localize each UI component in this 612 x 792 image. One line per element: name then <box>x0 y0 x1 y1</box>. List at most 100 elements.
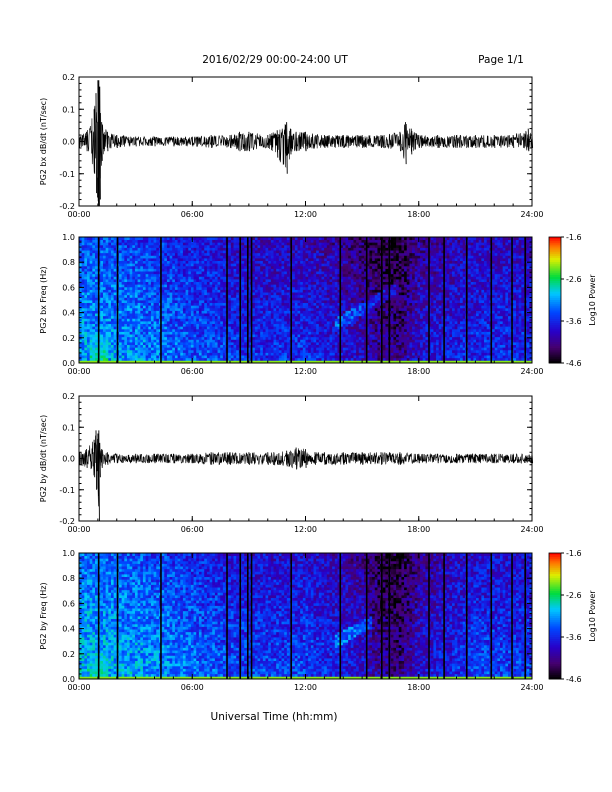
bx-spec-cell <box>94 255 99 259</box>
bx-spec-cell <box>334 344 338 348</box>
bx-spec-cell <box>196 355 200 359</box>
bx-spec-cell <box>142 247 147 251</box>
bx-spec-cell <box>134 328 139 332</box>
bx-spec-cell <box>329 292 333 296</box>
bx-spec-cell <box>332 300 336 304</box>
bx-spec-cell <box>292 271 296 275</box>
bx-spec-cell <box>257 313 261 317</box>
bx-spec-cell <box>84 297 88 301</box>
bx-spec-cell <box>286 237 290 241</box>
bx-spec-cell <box>206 294 210 298</box>
bx-spec-cell <box>188 263 192 267</box>
bx-spec-cell <box>126 286 131 290</box>
bx-spec-cell <box>110 250 115 254</box>
bx-spec-cell <box>236 347 240 351</box>
bx-spec-cell <box>321 323 325 327</box>
bx-spec-cell <box>281 289 285 293</box>
bx-spec-cell <box>254 250 258 254</box>
bx-spec-cell <box>113 352 117 356</box>
bx-spec-cell <box>286 300 290 304</box>
bx-spec-cell <box>140 237 144 241</box>
bx-spec-cell <box>156 323 160 327</box>
bx-spec-cell <box>142 237 147 241</box>
bx-spec-cell <box>121 263 125 267</box>
bx-spec-cell <box>121 284 125 288</box>
bx-spec-cell <box>204 339 208 343</box>
bx-spec-cell <box>142 339 147 343</box>
bx-spec-cell <box>212 273 216 277</box>
bx-spec-cell <box>166 328 170 332</box>
bx-spec-cell <box>345 242 349 246</box>
bx-spec-cell <box>190 300 194 304</box>
bx-spec-cell <box>316 297 320 301</box>
bx-spec-cell <box>241 258 245 262</box>
bx-spec-cell <box>273 268 277 272</box>
bx-spec-cell <box>300 263 304 267</box>
bx-spec-cell <box>308 273 312 277</box>
bx-spec-cell <box>334 326 338 330</box>
bx-spec-cell <box>262 321 266 325</box>
bx-spec-cell <box>308 334 312 338</box>
bx-spec-cell <box>92 260 96 264</box>
bx-spec-cell <box>140 336 144 340</box>
bx-spec-cell <box>273 252 277 256</box>
bx-spec-cell <box>156 315 160 319</box>
bx-spec-cell <box>209 349 213 353</box>
bx-spec-cell <box>161 344 165 348</box>
bx-spec-cell <box>188 258 192 262</box>
bx-spec-cell <box>174 292 178 296</box>
bx-spec-cell <box>102 242 107 246</box>
bx-spec-cell <box>305 321 309 325</box>
bx-spec-cell <box>81 284 85 288</box>
bx-spec-cell <box>313 242 317 246</box>
bx-spec-cell <box>134 276 139 280</box>
bx-spec-cell <box>241 344 245 348</box>
bx-spec-cell <box>230 318 234 322</box>
bx-spec-cell <box>161 289 165 293</box>
bx-spec-cell <box>222 252 226 256</box>
bx-spec-cell <box>305 265 309 269</box>
bx-spec-cell <box>198 360 202 364</box>
bx-spec-cell <box>300 313 304 317</box>
bx-spec-cell <box>193 268 197 272</box>
bx-spec-cell <box>334 336 338 340</box>
bx-spec-cell <box>174 281 178 285</box>
bx-spec-cell <box>164 328 168 332</box>
bx-spec-cell <box>108 244 112 248</box>
bx-spec-cell <box>278 336 282 340</box>
bx-spec-cell <box>148 292 152 296</box>
bx-spec-cell <box>286 258 290 262</box>
bx-spec-cell <box>337 297 341 301</box>
bx-spec-cell <box>345 237 349 241</box>
bx-spec-cell <box>302 252 306 256</box>
bx-spec-cell <box>124 334 128 338</box>
bx-spec-cell <box>140 242 144 246</box>
bx-spec-cell <box>345 255 349 259</box>
bx-spec-cell <box>334 239 338 243</box>
bx-spec-cell <box>196 271 200 275</box>
bx-spec-cell <box>332 279 336 283</box>
bx-spec-cell <box>220 342 224 346</box>
bx-spec-cell <box>94 334 99 338</box>
bx-spec-cell <box>230 271 234 275</box>
bx-spec-cell <box>145 321 149 325</box>
bx-spec-cell <box>86 289 91 293</box>
bx-spec-cell <box>281 276 285 280</box>
bx-spec-cell <box>124 292 128 296</box>
bx-spec-cell <box>297 252 301 256</box>
bx-spec-cell <box>150 307 155 311</box>
bx-spec-cell <box>342 336 346 340</box>
bx-spec-cell <box>126 273 131 277</box>
bx-spec-cell <box>110 260 115 264</box>
bx-spec-cell <box>124 271 128 275</box>
bx-spec-cell <box>129 260 133 264</box>
bx-spec-cell <box>334 255 338 259</box>
bx-spec-cell <box>174 336 178 340</box>
bx-spec-cell <box>79 237 83 241</box>
bx-spec-cell <box>236 268 240 272</box>
bx-spec-cell <box>121 247 125 251</box>
bx-spec-cell <box>276 273 280 277</box>
bx-spec-cell <box>124 302 128 306</box>
bx-spec-cell <box>300 276 304 280</box>
bx-spec-cell <box>244 302 248 306</box>
